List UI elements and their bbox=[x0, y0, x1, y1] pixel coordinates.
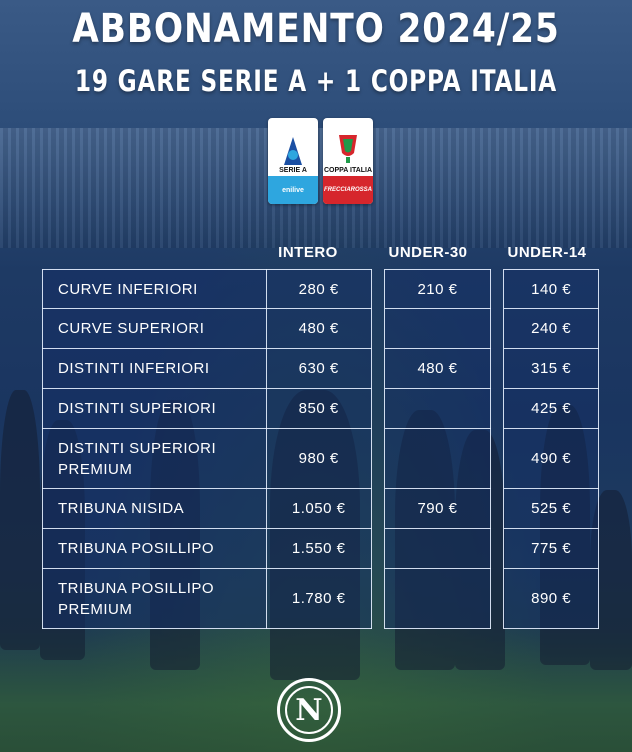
table-row: CURVE INFERIORI 280 € 210 € 140 € bbox=[42, 269, 599, 309]
price-under30 bbox=[384, 308, 491, 349]
price-under30: 480 € bbox=[384, 348, 491, 389]
price-under14: 525 € bbox=[503, 488, 599, 529]
page-subtitle: 19 GARE SERIE A + 1 COPPA ITALIA bbox=[74, 64, 558, 98]
price-under30 bbox=[384, 528, 491, 569]
price-under14: 140 € bbox=[503, 269, 599, 309]
table-row: CURVE SUPERIORI 480 € 240 € bbox=[42, 308, 599, 349]
price-intero: 850 € bbox=[265, 388, 372, 429]
price-under30: 210 € bbox=[384, 269, 491, 309]
price-table: CURVE INFERIORI 280 € 210 € 140 € CURVE … bbox=[42, 269, 599, 629]
price-under14: 490 € bbox=[503, 428, 599, 489]
sector-label: DISTINTI INFERIORI bbox=[42, 348, 267, 389]
serie-a-logo: SERIE A enilive bbox=[268, 118, 318, 204]
price-intero: 630 € bbox=[265, 348, 372, 389]
column-header-intero: INTERO bbox=[278, 244, 338, 261]
price-under14: 240 € bbox=[503, 308, 599, 349]
table-row: TRIBUNA POSILLIPO PREMIUM 1.780 € 890 € bbox=[42, 568, 599, 629]
price-intero: 1.550 € bbox=[265, 528, 372, 569]
price-under14: 890 € bbox=[503, 568, 599, 629]
price-under14: 425 € bbox=[503, 388, 599, 429]
sector-label: DISTINTI SUPERIORI PREMIUM bbox=[42, 428, 267, 489]
sector-label: TRIBUNA POSILLIPO bbox=[42, 528, 267, 569]
sector-label: TRIBUNA NISIDA bbox=[42, 488, 267, 529]
sector-label: DISTINTI SUPERIORI bbox=[42, 388, 267, 429]
price-under14: 775 € bbox=[503, 528, 599, 569]
column-header-under14: UNDER-14 bbox=[507, 244, 587, 261]
column-header-under30: UNDER-30 bbox=[388, 244, 468, 261]
page-title: ABBONAMENTO 2024/25 bbox=[72, 6, 560, 52]
table-row: TRIBUNA POSILLIPO 1.550 € 775 € bbox=[42, 528, 599, 569]
table-row: DISTINTI INFERIORI 630 € 480 € 315 € bbox=[42, 348, 599, 389]
table-row: DISTINTI SUPERIORI PREMIUM 980 € 490 € bbox=[42, 428, 599, 489]
sector-label: CURVE INFERIORI bbox=[42, 269, 267, 309]
price-under30 bbox=[384, 428, 491, 489]
price-under30: 790 € bbox=[384, 488, 491, 529]
price-intero: 980 € bbox=[265, 428, 372, 489]
coppa-italia-cup-icon bbox=[339, 135, 357, 163]
ssc-napoli-crest-logo: N bbox=[277, 678, 341, 742]
table-row: TRIBUNA NISIDA 1.050 € 790 € 525 € bbox=[42, 488, 599, 529]
price-intero: 480 € bbox=[265, 308, 372, 349]
sector-label: CURVE SUPERIORI bbox=[42, 308, 267, 349]
table-row: DISTINTI SUPERIORI 850 € 425 € bbox=[42, 388, 599, 429]
price-intero: 1.780 € bbox=[265, 568, 372, 629]
price-intero: 1.050 € bbox=[265, 488, 372, 529]
coppa-italia-logo: COPPA ITALIA FRECCIAROSSA bbox=[323, 118, 373, 204]
serie-a-mark-icon bbox=[284, 137, 302, 165]
price-under14: 315 € bbox=[503, 348, 599, 389]
price-intero: 280 € bbox=[265, 269, 372, 309]
price-under30 bbox=[384, 568, 491, 629]
price-under30 bbox=[384, 388, 491, 429]
sector-label: TRIBUNA POSILLIPO PREMIUM bbox=[42, 568, 267, 629]
